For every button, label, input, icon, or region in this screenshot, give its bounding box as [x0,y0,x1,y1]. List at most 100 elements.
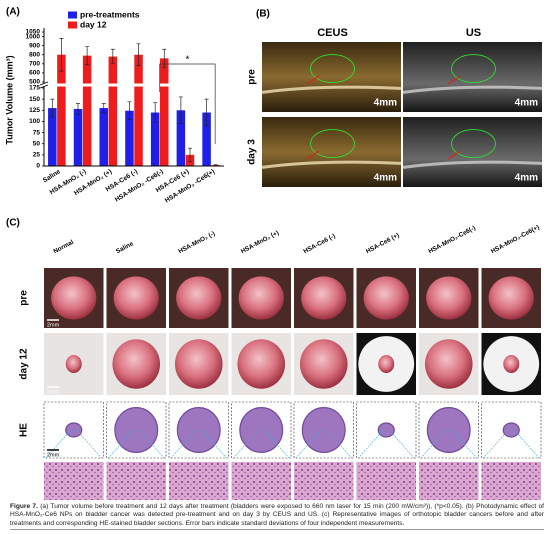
error-bar [136,43,141,66]
error-bar [50,98,55,118]
bladder [174,339,223,389]
bladder [113,276,159,320]
column-header: HSA-MnO₂ (+) [240,229,280,255]
error-bar [110,48,115,65]
bar [125,110,134,166]
column-header: US [466,27,481,39]
significance-label: * [185,55,189,66]
zoom-guide [483,429,540,459]
bladder [238,276,284,320]
he-section [239,407,284,454]
arrow [447,75,461,85]
bar [150,112,160,166]
he-section [176,407,221,454]
bladder [51,276,97,320]
scale-label: 2mm [47,452,60,458]
panel-label: (A) [6,7,20,18]
column-header: HSA-MnO₂ (-) [177,230,216,255]
tissue-echo [261,85,402,94]
bladder [237,339,286,389]
y-axis-label: Tumor Volume (mm³) [4,55,14,144]
column-header: HSA-Ce6 (-) [302,233,336,256]
column-header: HSA-MnO₂-Ce6(-) [427,225,476,256]
bar [82,55,92,166]
bladder [301,276,347,320]
bladder [424,339,473,389]
he-section [65,422,83,438]
histology [356,462,416,500]
y-tick-label: 175 [29,85,40,92]
bladder [488,276,534,320]
column-header: HSA-Ce6 (+) [365,232,401,255]
zoom-guide [358,429,415,459]
ultrasound-image [403,42,542,112]
histology [419,462,479,500]
axis-break-gap [41,83,224,87]
y-tick-label: 100 [29,118,40,125]
bar [176,110,186,166]
bladder [378,355,395,373]
bladder [426,276,472,320]
histology [481,462,541,500]
arrow [306,75,320,85]
histology [44,462,104,500]
error-bar [178,96,183,125]
error-bar [85,46,90,66]
row-label: day 12 [19,348,30,380]
error-bar [76,103,81,115]
bar [48,108,57,166]
legend-label: day 12 [80,19,107,29]
arrow [306,150,320,160]
y-tick-label: 75 [33,129,41,136]
tumor-outline [310,54,355,84]
legend-swatch [68,11,77,19]
panel-label: (B) [256,9,270,20]
y-tick-label: 1050 [26,29,41,36]
he-section [377,422,395,438]
scale-label: 4mm [374,98,397,109]
bar [73,108,83,166]
zoom-guide [295,429,352,459]
x-tick-label: Saline [42,168,62,184]
bar [160,58,169,167]
row-label: pre [19,290,30,306]
error-bar [59,38,64,72]
caption: Figure 7. (a) Tumor volume before treatm… [10,503,544,531]
caption-text: (a) Tumor volume before treatment and 12… [10,503,544,527]
error-bar [162,48,167,68]
error-bar [153,102,158,123]
he-section [502,422,520,438]
tissue-echo [402,85,543,94]
zoom-guide [108,429,165,459]
scale-label: 4mm [374,173,397,184]
y-tick-label: 500 [29,79,40,86]
error-bar [204,98,209,127]
histology [106,462,166,500]
y-tick-label: 1000 [26,33,41,40]
he-section [114,407,159,454]
histology [169,462,229,500]
y-tick-label: 800 [29,51,40,58]
legend-label: pre-treatments [80,9,140,19]
panel-label: (C) [6,218,20,229]
bladder [503,355,520,373]
row-label: day 3 [247,139,258,165]
scale-label: 4mm [515,98,538,109]
legend-swatch [68,21,77,29]
error-bar [101,103,106,113]
histology [231,462,291,500]
column-header: Saline [115,240,135,255]
error-bar [127,101,132,120]
column-header: CEUS [317,27,348,39]
column-header: Normal [52,239,75,255]
bar [57,54,66,166]
ultrasound-image [262,117,401,187]
y-tick-label: 150 [29,96,40,103]
bladder [176,276,222,320]
error-bar [187,147,192,162]
tumor-outline [451,54,496,84]
y-tick-label: 25 [33,152,41,159]
he-section [426,407,471,454]
tumor-outline [451,129,496,159]
